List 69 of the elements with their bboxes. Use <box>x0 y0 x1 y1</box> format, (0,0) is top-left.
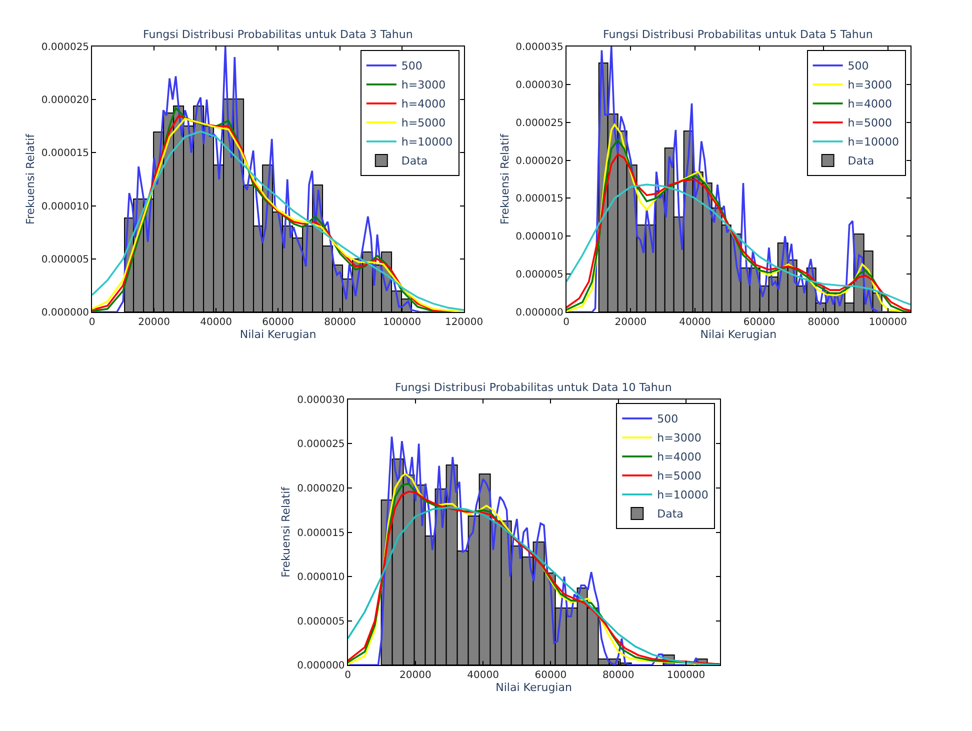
legend-label: h=3000 <box>401 78 446 92</box>
line-series <box>566 184 910 306</box>
x-tick-label: 20000 <box>614 317 647 328</box>
y-tick-label: 0.000000 <box>41 308 90 319</box>
y-tick-label: 0.000005 <box>516 270 564 281</box>
x-tick-label: 20000 <box>400 670 432 682</box>
x-tick-label: 40000 <box>679 317 711 328</box>
legend-label: Data <box>401 154 428 168</box>
legend-label: h=10000 <box>657 488 708 502</box>
x-axis-title: Nilai Kerugian <box>700 328 777 342</box>
legend-label: h=4000 <box>848 98 892 111</box>
y-tick-label: 0.000025 <box>516 118 564 129</box>
x-tick-label: 40000 <box>467 670 499 682</box>
chart-title: Fungsi Distribusi Probabilitas untuk Data 10 Tahun <box>395 381 672 394</box>
y-tick-label: 0.000005 <box>41 254 90 266</box>
x-tick-label: 100000 <box>868 317 908 328</box>
y-tick-label: 0.000015 <box>41 148 90 160</box>
x-tick-label: 60000 <box>534 670 567 682</box>
y-tick-label: 0.000030 <box>516 80 564 91</box>
legend-label: h=5000 <box>848 116 892 130</box>
legend-label: Data <box>657 508 684 521</box>
x-tick-label: 40000 <box>200 317 232 328</box>
x-tick-label: 60000 <box>743 317 776 328</box>
y-tick-label: 0.000025 <box>297 439 345 450</box>
y-axis-title: Frekuensi Relatif <box>24 132 37 225</box>
legend-label: h=3000 <box>657 432 702 445</box>
legend-label: h=5000 <box>657 470 702 483</box>
y-tick-label: 0.000010 <box>297 572 345 584</box>
y-tick-label: 0.000020 <box>41 95 90 106</box>
y-tick-label: 0.000020 <box>516 156 564 167</box>
x-tick-label: 0 <box>88 317 96 328</box>
legend-label: h=10000 <box>401 136 453 149</box>
legend-label: Data <box>848 154 874 168</box>
x-tick-label: 20000 <box>138 317 170 328</box>
x-tick-label: 120000 <box>444 317 484 328</box>
x-tick-label: 80000 <box>808 317 840 328</box>
y-tick-label: 0.000035 <box>516 42 564 53</box>
x-tick-label: 0 <box>563 317 570 328</box>
legend-label: 500 <box>848 60 869 73</box>
chart-title: Fungsi Distribusi Probabilitas untuk Data 3 Tahun <box>143 28 413 41</box>
y-axis-title: Frekuensi Relatif <box>280 486 293 578</box>
legend-label: h=5000 <box>401 116 446 130</box>
x-tick-label: 100000 <box>382 317 422 328</box>
y-tick-label: 0.000005 <box>297 616 345 628</box>
legend-label: h=3000 <box>848 78 892 92</box>
y-tick-label: 0.000010 <box>516 232 564 243</box>
x-tick-label: 80000 <box>324 317 356 328</box>
legend-label: h=4000 <box>657 450 702 464</box>
x-tick-label: 100000 <box>666 670 706 682</box>
legend-label: h=4000 <box>401 98 446 111</box>
x-tick-label: 60000 <box>262 317 294 328</box>
x-tick-label: 80000 <box>602 670 634 682</box>
legend-label: 500 <box>657 412 678 426</box>
line-series <box>566 46 910 312</box>
legend-label: h=10000 <box>848 136 899 149</box>
y-tick-label: 0.000015 <box>297 528 345 539</box>
y-tick-label: 0.000020 <box>297 483 345 494</box>
y-tick-label: 0.000000 <box>516 308 564 319</box>
x-axis-title: Nilai Kerugian <box>496 681 572 694</box>
y-tick-label: 0.000000 <box>297 660 345 672</box>
y-tick-label: 0.000015 <box>516 194 564 205</box>
y-tick-label: 0.000010 <box>41 201 90 212</box>
chart-title: Fungsi Distribusi Probabilitas untuk Data 5 Tahun <box>603 28 873 41</box>
y-tick-label: 0.000030 <box>297 394 345 406</box>
y-tick-label: 0.000025 <box>41 42 90 53</box>
x-tick-label: 0 <box>344 670 351 682</box>
x-axis-title: Nilai Kerugian <box>240 328 316 342</box>
y-axis-title: Frekuensi Relatif <box>498 132 512 225</box>
legend-label: 500 <box>401 60 422 73</box>
